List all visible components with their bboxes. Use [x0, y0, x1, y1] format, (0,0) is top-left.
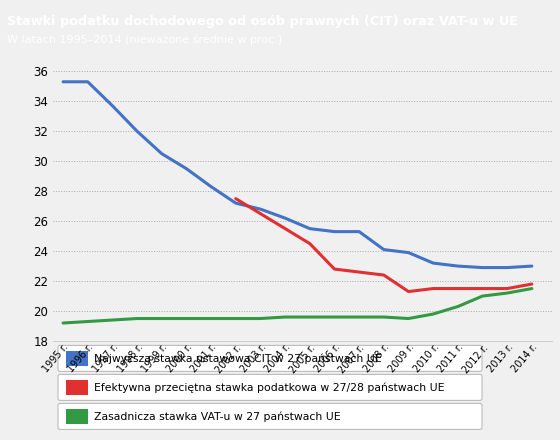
Text: Efektywna przeciętna stawka podatkowa w 27/28 państwach UE: Efektywna przeciętna stawka podatkowa w … [94, 382, 445, 392]
FancyBboxPatch shape [58, 403, 482, 429]
FancyBboxPatch shape [58, 374, 482, 400]
Text: Stawki podatku dochodowego od osób prawnych (CIT) oraz VAT-u w UE: Stawki podatku dochodowego od osób prawn… [7, 15, 517, 28]
Bar [66, 381, 88, 396]
Text: Zasadnicza stawka VAT-u w 27 państwach UE: Zasadnicza stawka VAT-u w 27 państwach U… [94, 411, 340, 422]
Bar [66, 409, 88, 425]
FancyBboxPatch shape [58, 345, 482, 371]
Text: Najwyższa stawka ustawowa CIT w 27 państwach UE: Najwyższa stawka ustawowa CIT w 27 państ… [94, 353, 381, 363]
Bar [66, 352, 88, 367]
Text: W latach 1995–2014 (nieważone średnie w proc.): W latach 1995–2014 (nieważone średnie w … [7, 33, 282, 44]
